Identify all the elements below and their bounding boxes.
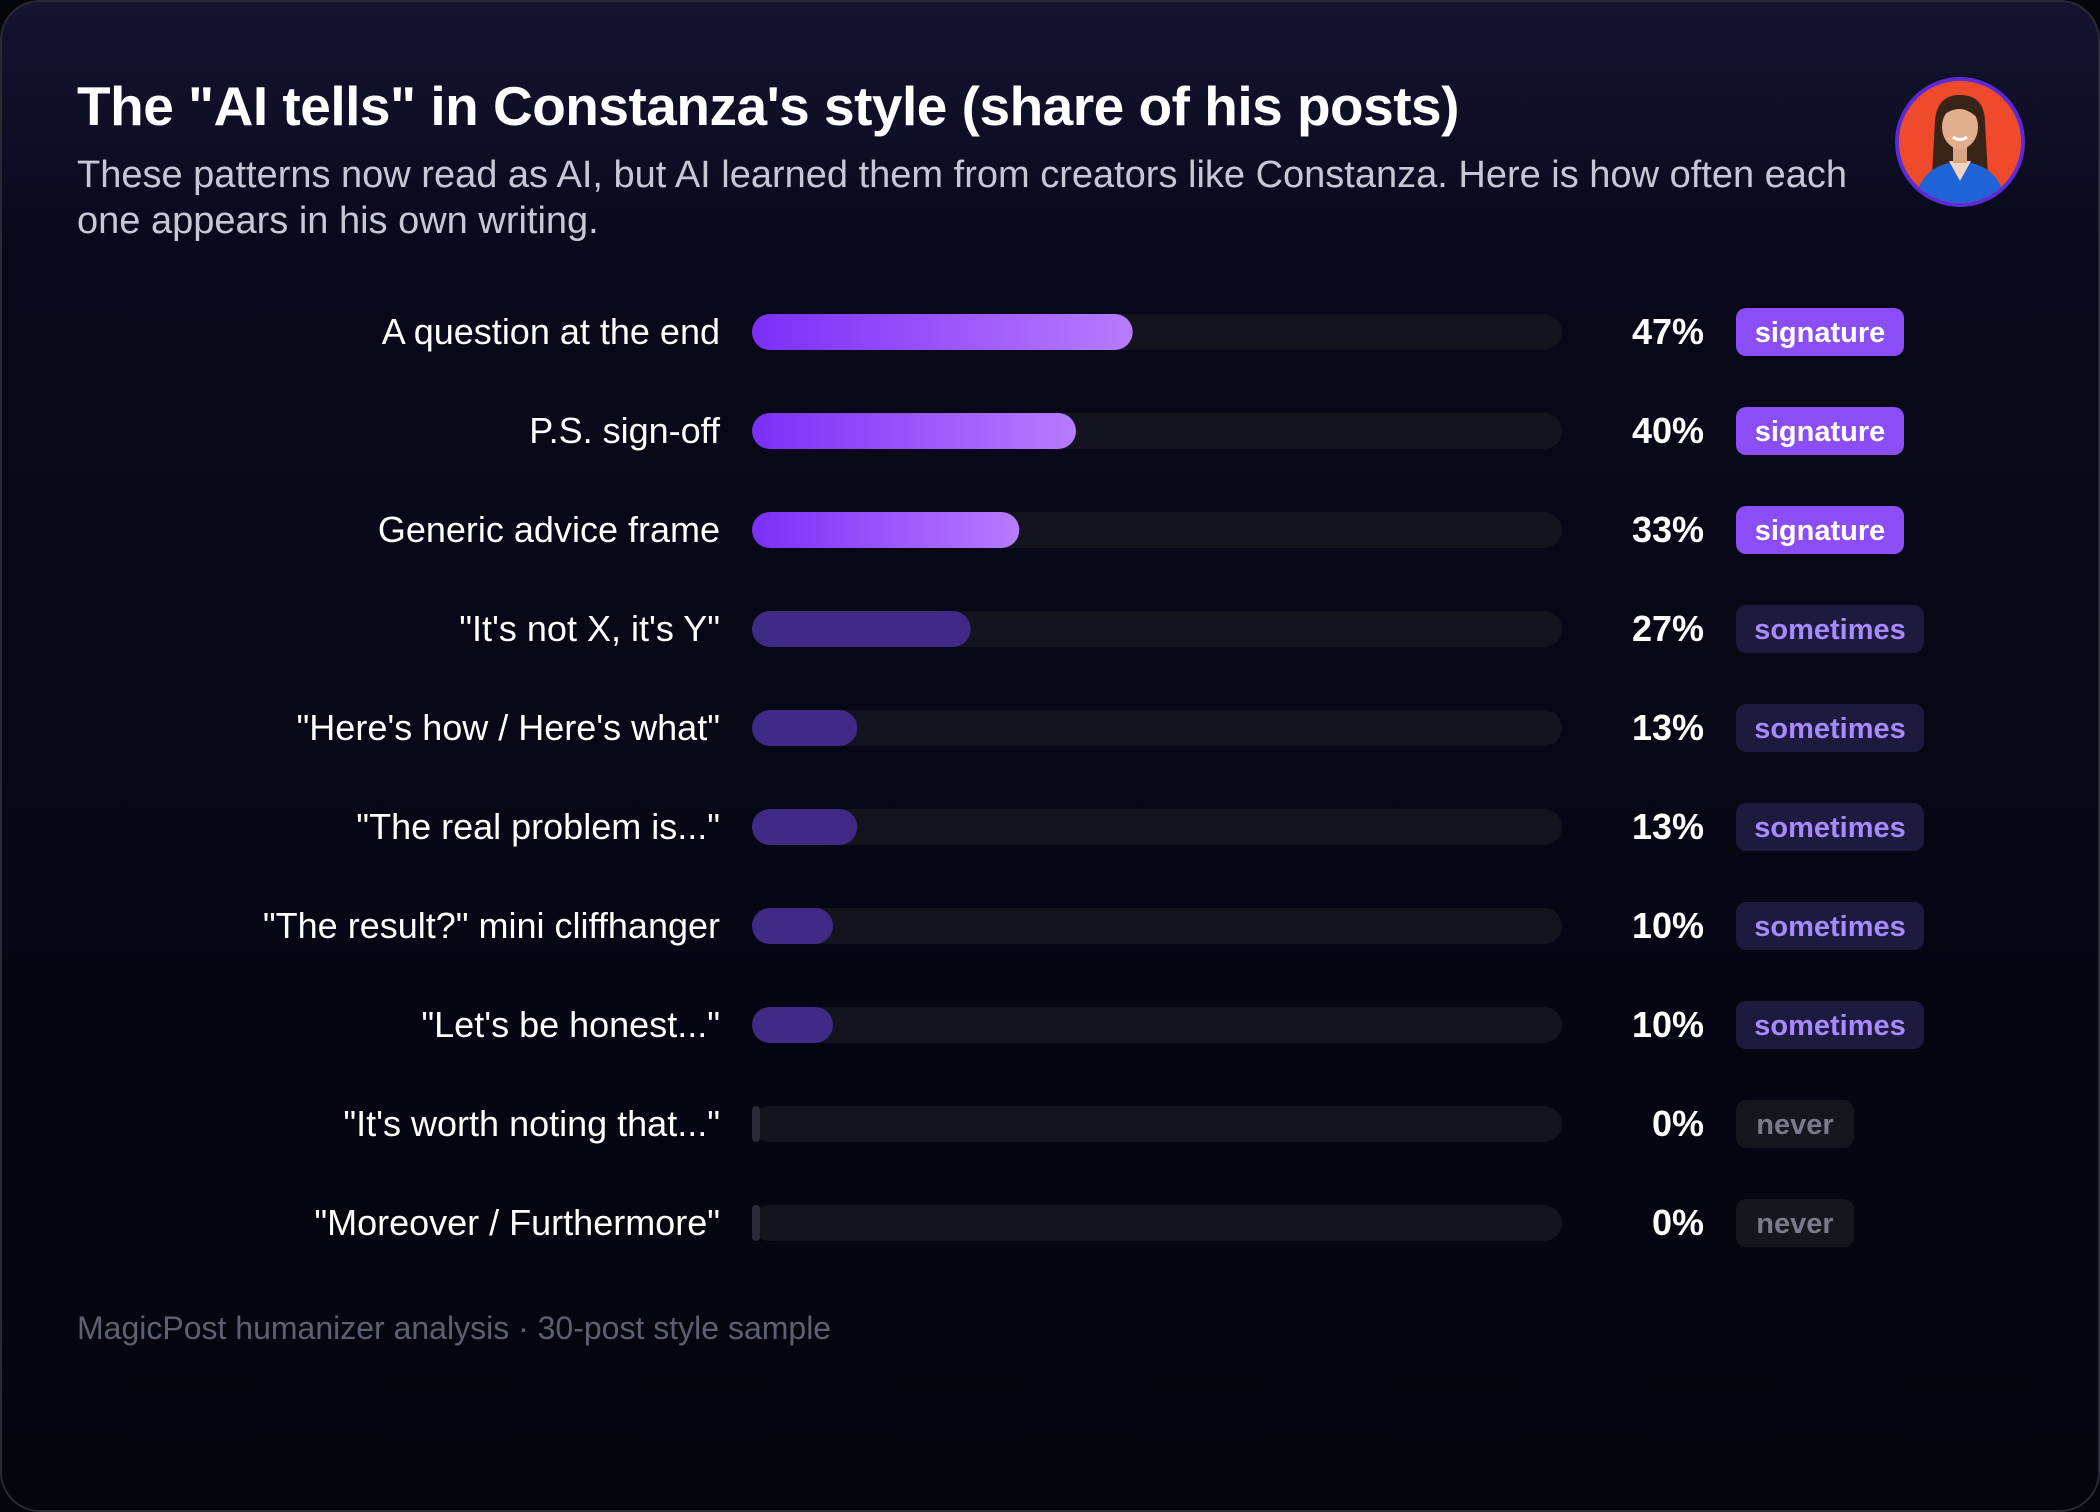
value-label: 10% bbox=[1632, 1004, 1704, 1045]
bar bbox=[752, 908, 833, 944]
tag-label: never bbox=[1756, 1208, 1833, 1240]
bar bbox=[752, 809, 858, 845]
chart-subtitle: These patterns now read as AI, but AI le… bbox=[77, 154, 1848, 242]
category-label: "It's not X, it's Y" bbox=[459, 608, 720, 649]
tag-badge bbox=[1736, 902, 1924, 950]
bar-track bbox=[752, 908, 1562, 944]
value-label: 0% bbox=[1652, 1202, 1704, 1243]
bar-track bbox=[752, 710, 1562, 746]
category-label: "Let's be honest..." bbox=[421, 1004, 720, 1045]
tag-label: signature bbox=[1755, 515, 1886, 547]
tag-badge bbox=[1736, 1100, 1854, 1148]
value-label: 40% bbox=[1632, 410, 1704, 451]
tag-badge bbox=[1736, 704, 1924, 752]
author-avatar bbox=[1895, 77, 2025, 207]
category-label: "Moreover / Furthermore" bbox=[314, 1202, 720, 1243]
tag-label: sometimes bbox=[1754, 713, 1906, 745]
tag-badge bbox=[1736, 1001, 1924, 1049]
tag-badge bbox=[1736, 308, 1904, 356]
tag-label: sometimes bbox=[1754, 614, 1906, 646]
bar bbox=[752, 512, 1020, 548]
tag-label: sometimes bbox=[1754, 1010, 1906, 1042]
category-label: A question at the end bbox=[382, 311, 720, 352]
value-label: 33% bbox=[1632, 509, 1704, 550]
value-label: 0% bbox=[1652, 1103, 1704, 1144]
tag-label: never bbox=[1756, 1109, 1833, 1141]
category-label: "It's worth noting that..." bbox=[343, 1103, 720, 1144]
tag-badge bbox=[1736, 506, 1904, 554]
bar bbox=[752, 1205, 760, 1241]
bar bbox=[752, 314, 1133, 350]
source-footnote: MagicPost humanizer analysis · 30-post s… bbox=[77, 1310, 832, 1346]
avatar-portrait-image bbox=[1899, 81, 2021, 203]
bar-track bbox=[752, 1007, 1562, 1043]
tag-label: signature bbox=[1755, 416, 1886, 448]
tag-label: sometimes bbox=[1754, 812, 1906, 844]
value-label: 13% bbox=[1632, 806, 1704, 847]
tag-badge bbox=[1736, 605, 1924, 653]
value-label: 13% bbox=[1632, 707, 1704, 748]
category-label: "The real problem is..." bbox=[356, 806, 720, 847]
tag-label: signature bbox=[1755, 317, 1886, 349]
chart-title: The "AI tells" in Constanza's style (sha… bbox=[77, 75, 1459, 137]
tag-label: sometimes bbox=[1754, 911, 1906, 943]
value-label: 10% bbox=[1632, 905, 1704, 946]
bar bbox=[752, 1007, 833, 1043]
bar-track bbox=[752, 809, 1562, 845]
bar-track bbox=[752, 1106, 1562, 1142]
tag-badge bbox=[1736, 407, 1904, 455]
category-label: "Here's how / Here's what" bbox=[297, 707, 720, 748]
category-label: Generic advice frame bbox=[378, 509, 720, 550]
bar bbox=[752, 413, 1076, 449]
tag-badge bbox=[1736, 1199, 1854, 1247]
bar bbox=[752, 710, 858, 746]
value-label: 27% bbox=[1632, 608, 1704, 649]
bar bbox=[752, 1106, 760, 1142]
category-label: "The result?" mini cliffhanger bbox=[263, 905, 720, 946]
bar-track bbox=[752, 1205, 1562, 1241]
tag-badge bbox=[1736, 803, 1924, 851]
bar bbox=[752, 611, 971, 647]
value-label: 47% bbox=[1632, 311, 1704, 352]
category-label: P.S. sign-off bbox=[529, 410, 721, 451]
